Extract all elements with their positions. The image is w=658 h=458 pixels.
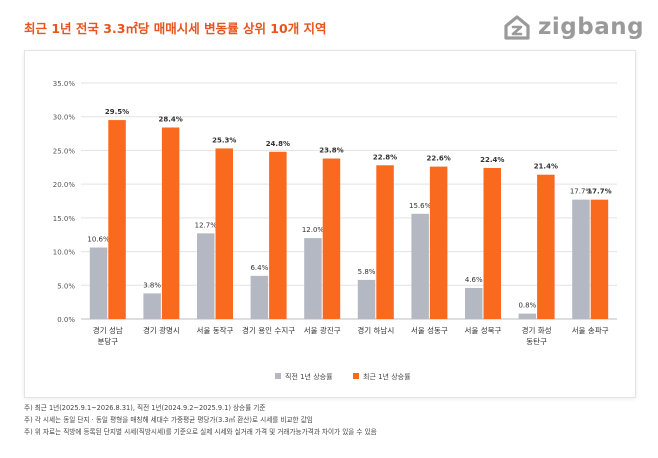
chart-panel: 0.0% 5.0% 10.0% 15.0% 20.0% 25.0% 30.0% 35.0% 10… <box>24 50 636 398</box>
x-tick-label: 경기 하남시 <box>357 325 394 335</box>
x-tick-label: 서울 송파구 <box>572 326 609 335</box>
x-tick-label: 동탄구 <box>526 336 547 346</box>
bar-recent-year <box>161 127 180 319</box>
bar-recent-year <box>269 151 287 319</box>
bar-recent-year <box>215 148 233 319</box>
bar-previous-year <box>518 313 537 319</box>
x-tick-label: 경기 화성 <box>522 325 552 335</box>
data-label: 12.0% <box>302 226 325 234</box>
bar-recent-year <box>322 158 341 319</box>
bar-recent-year <box>376 165 394 319</box>
data-label: 0.8% <box>518 302 536 310</box>
bar-recent-year <box>537 174 555 319</box>
x-tick-label: 서울 광진구 <box>304 325 341 335</box>
x-tick-label: 경기 광명시 <box>143 325 180 335</box>
data-label: 4.6% <box>465 276 483 284</box>
data-label: 21.4% <box>534 163 558 171</box>
y-tick-label: 25.0% <box>53 147 76 155</box>
data-label: 22.6% <box>427 155 451 163</box>
data-label: 22.8% <box>373 153 397 161</box>
data-label: 12.7% <box>195 221 218 229</box>
legend-label: 최근 1년 상승률 <box>363 372 411 381</box>
footnotes: 주) 최근 1년(2025.9.1~2026.8.31), 직전 1년(2024… <box>24 402 377 438</box>
y-tick-label: 20.0% <box>53 181 76 189</box>
y-tick-label: 15.0% <box>53 215 76 223</box>
bar-previous-year <box>572 199 590 319</box>
data-label: 24.8% <box>266 140 290 148</box>
zigbang-house-icon <box>504 15 530 40</box>
x-tick-label: 경기 성남 <box>93 325 123 335</box>
legend-swatch <box>275 373 281 379</box>
bar-previous-year <box>357 279 376 319</box>
data-label: 22.4% <box>480 156 504 164</box>
x-tick-label: 서울 동작구 <box>197 325 234 335</box>
data-label: 23.8% <box>319 147 343 155</box>
bar-previous-year <box>411 213 429 319</box>
data-label: 3.8% <box>143 281 161 289</box>
x-tick-label: 분당구 <box>97 336 118 346</box>
footnote-2: 주) 각 시세는 동일 단지 · 동일 평형을 매칭해 세대수 가중평균 평당가… <box>24 416 313 424</box>
bar-chart: 0.0% 5.0% 10.0% 15.0% 20.0% 25.0% 30.0% 35.0% 10… <box>53 80 617 381</box>
data-label: 6.4% <box>250 264 268 272</box>
y-tick-label: 30.0% <box>53 114 76 122</box>
bar-recent-year <box>429 166 448 319</box>
data-label: 17.7% <box>570 188 593 196</box>
y-tick-label: 35.0% <box>53 80 76 88</box>
bar-previous-year <box>89 247 108 319</box>
bar-recent-year <box>108 120 126 319</box>
x-tick-label: 서울 성북구 <box>465 326 502 335</box>
y-tick-label: 5.0% <box>57 282 75 290</box>
data-label: 29.5% <box>105 108 129 116</box>
y-tick-label: 10.0% <box>53 249 76 257</box>
y-tick-label: 0.0% <box>57 316 75 324</box>
data-label: 28.4% <box>159 116 183 124</box>
bar-previous-year <box>250 275 269 319</box>
data-label: 25.3% <box>212 136 236 144</box>
page-title: 최근 1년 전국 3.3㎡당 매매시세 변동률 상위 10개 지역 <box>24 21 327 36</box>
data-label: 15.6% <box>409 202 432 210</box>
bar-previous-year <box>143 293 161 319</box>
bar-previous-year <box>304 238 322 319</box>
bar-previous-year <box>197 233 215 319</box>
data-label: 5.8% <box>358 268 376 276</box>
footnote-1: 주) 최근 1년(2025.9.1~2026.8.31), 직전 1년(2024… <box>24 404 266 412</box>
bar-recent-year <box>590 199 609 319</box>
data-label: 17.7% <box>587 188 611 196</box>
footnote-3: 주) 위 자료는 직방에 등록된 단지별 시세(직방시세)를 기준으로 실제 시… <box>24 428 377 436</box>
zigbang-logo: zigbang <box>502 10 644 44</box>
bar-previous-year <box>465 287 483 319</box>
data-label: 10.6% <box>87 236 110 244</box>
legend-swatch <box>353 373 359 379</box>
logo-text: zigbang <box>538 14 645 40</box>
legend-label: 직전 1년 상승률 <box>285 372 333 381</box>
bar-recent-year <box>483 167 501 319</box>
x-tick-label: 경기 용인 수지구 <box>242 325 295 335</box>
x-tick-label: 서울 성동구 <box>411 326 448 335</box>
